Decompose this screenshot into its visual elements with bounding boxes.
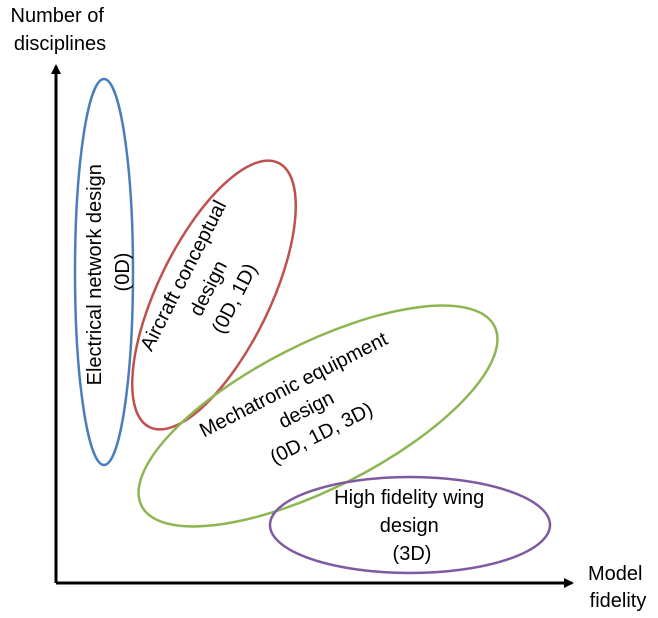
x-axis-label: Model fidelity: [588, 563, 648, 612]
high-fidelity-wing-label-line-2: design: [380, 515, 439, 537]
electrical-network-region: Electrical network design (0D): [73, 77, 135, 467]
x-axis-label-line-2: fidelity: [590, 590, 647, 612]
high-fidelity-wing-ellipse: [268, 475, 552, 575]
high-fidelity-wing-label-line-1: High fidelity wing: [334, 487, 484, 509]
aircraft-conceptual-ellipse: [130, 159, 298, 431]
y-axis-label-line-1: Number of: [11, 5, 105, 27]
y-axis-label-line-2: disciplines: [14, 33, 106, 55]
high-fidelity-wing-region: High fidelity wing design (3D): [268, 475, 552, 575]
mechatronic-equipment-label: Mechatronic equipment design (0D, 1D, 3D…: [196, 326, 422, 492]
y-axis-label: Number of disciplines: [11, 5, 110, 55]
electrical-network-label-line-1: Electrical network design: [84, 164, 106, 385]
high-fidelity-wing-label-line-3: (3D): [393, 543, 432, 565]
electrical-network-ellipse: [73, 77, 135, 467]
electrical-network-label-line-2: (0D): [112, 253, 134, 292]
x-axis-label-line-1: Model: [588, 563, 642, 585]
high-fidelity-wing-label: High fidelity wing design (3D): [334, 487, 490, 565]
aircraft-conceptual-label: Aircraft conceptual design (0D, 1D): [136, 192, 283, 380]
electrical-network-label: Electrical network design (0D): [84, 159, 134, 386]
